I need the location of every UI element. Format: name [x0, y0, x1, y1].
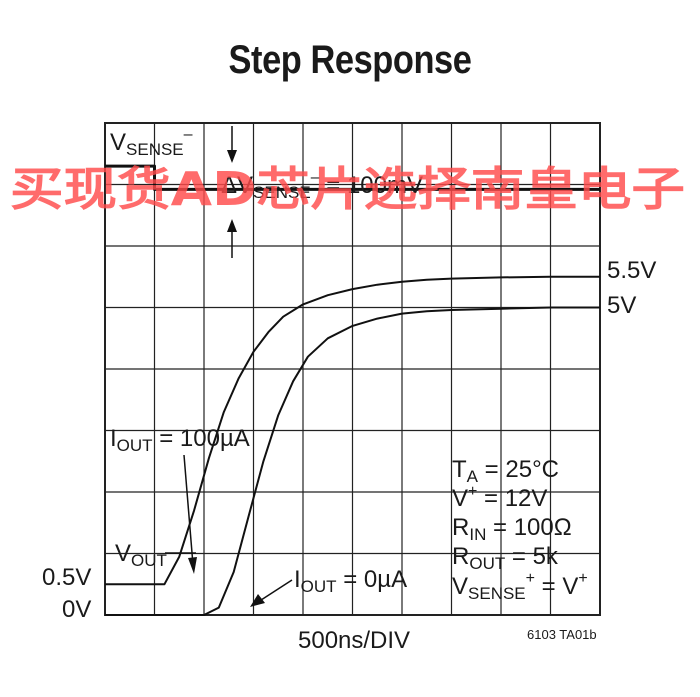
watermark-text: 买现货AD芯片选择南皇电子 — [10, 162, 685, 216]
x-axis-label: 500ns/DIV — [298, 627, 410, 654]
condition-rout: ROUT = 5k — [452, 543, 559, 573]
trace-iout-0ua — [105, 306, 600, 616]
end-label-5-5v: 5.5V — [607, 257, 656, 284]
conditions-block: TA = 25°C V+ = 12V RIN = 100Ω ROUT = 5k … — [452, 456, 588, 603]
iout-100ua-label: IOUT = 100µA — [110, 425, 250, 455]
iout-100ua-pointer — [183, 454, 194, 566]
condition-rin: RIN = 100Ω — [452, 514, 572, 544]
iout-0ua-pointer-head — [250, 594, 265, 607]
iout-0ua-label: IOUT = 0µA — [294, 566, 407, 596]
figure-id: 6103 TA01b — [527, 627, 597, 642]
condition-vsense-plus: VSENSE+ = V+ — [452, 570, 588, 603]
y-label-0-5v: 0.5V — [42, 564, 91, 591]
trace-iout-100ua — [105, 275, 600, 586]
iout-0ua-pointer — [257, 579, 293, 603]
traces — [105, 164, 600, 616]
trace-vsense-minus — [105, 164, 600, 191]
condition-vplus: V+ = 12V — [452, 483, 547, 512]
iout-100ua-pointer-head — [188, 557, 197, 574]
vsense-minus-label: VSENSE– — [110, 126, 193, 159]
vout-label: VOUT — [115, 540, 167, 570]
delta-arrow-bottom-head — [227, 219, 237, 232]
y-label-0v: 0V — [62, 596, 91, 623]
chart-title: Step Response — [228, 38, 472, 82]
delta-arrow-top-head — [227, 150, 237, 163]
delta-vsense-label: ΔVSENSE– = 100mV — [221, 169, 423, 202]
annotation-arrows — [165, 126, 293, 607]
condition-ta: TA = 25°C — [452, 456, 559, 486]
end-label-5v: 5V — [607, 292, 636, 319]
